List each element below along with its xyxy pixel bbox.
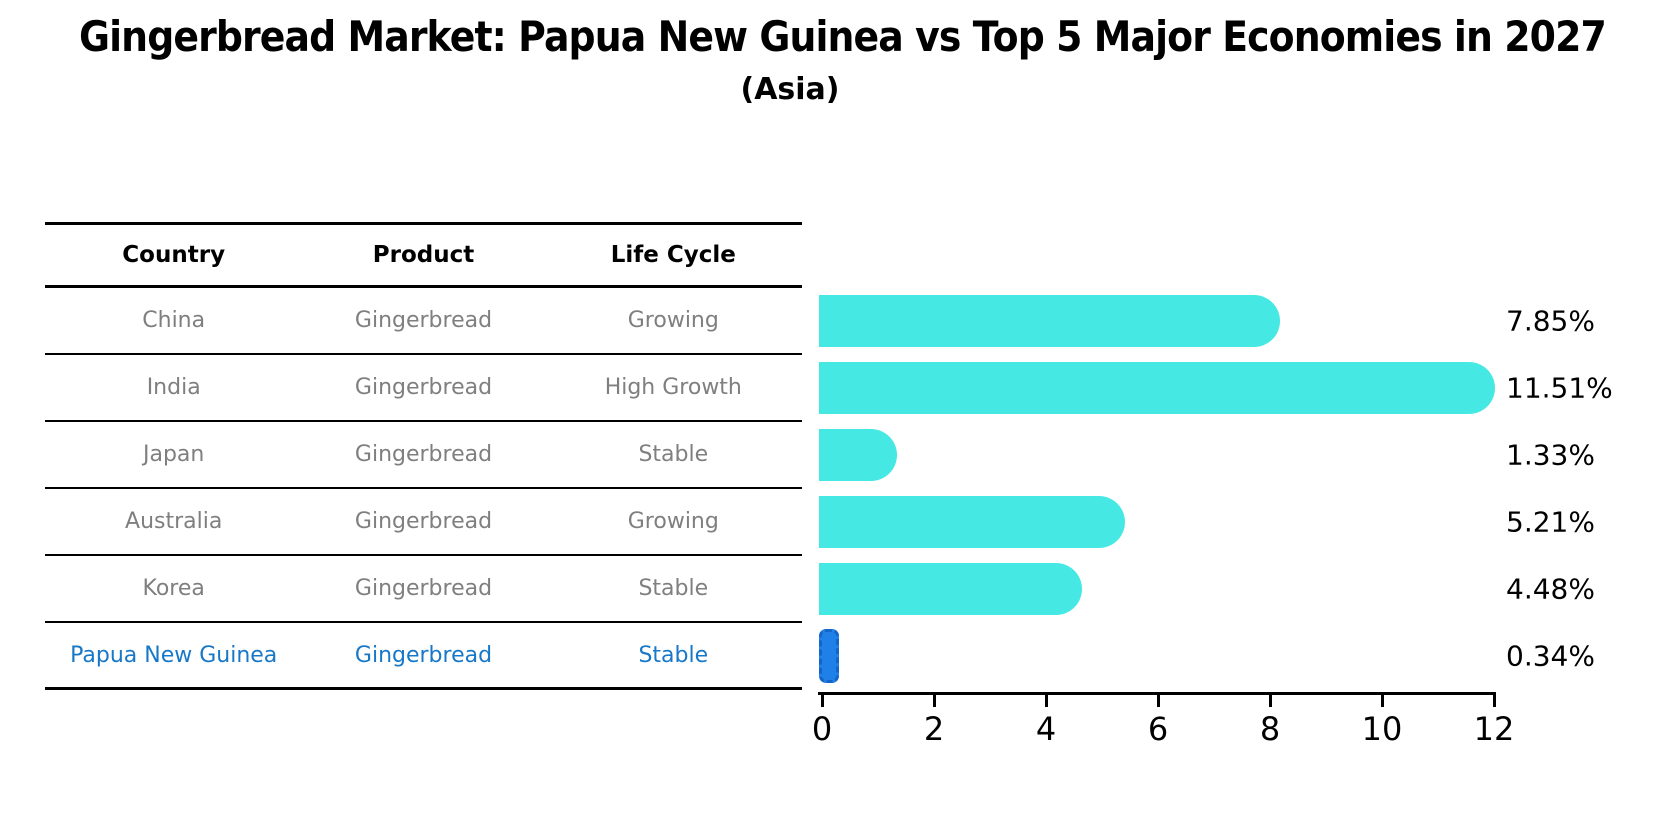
table-cell-life-cycle: Growing	[627, 308, 719, 333]
x-axis-tickmark	[1045, 695, 1048, 707]
table-body: China Gingerbread Growing India Gingerbread H…	[45, 288, 802, 690]
table-cell-product: Gingerbread	[354, 509, 493, 534]
table-row: Australia Gingerbread Growing	[45, 489, 802, 556]
bar-chart-area	[819, 222, 1499, 692]
bar-value-label: 4.48%	[1506, 572, 1595, 605]
x-axis-line	[818, 692, 1496, 695]
table-cell-life-cycle: Stable	[638, 442, 709, 467]
table-header-product: Product	[372, 242, 475, 268]
table-header-life-cycle: Life Cycle	[610, 242, 736, 268]
x-axis-tickmark	[933, 695, 936, 707]
table-cell-life-cycle: Stable	[638, 576, 709, 601]
x-axis-tick-label: 12	[1473, 710, 1515, 748]
x-axis-tick-label: 6	[1147, 710, 1169, 748]
table-cell-product: Gingerbread	[354, 442, 493, 467]
table-cell-product: Gingerbread	[354, 642, 493, 668]
x-axis-tickmark	[1269, 695, 1272, 707]
bar-value-label: 1.33%	[1506, 438, 1595, 471]
bar-papua-new-guinea	[819, 628, 839, 683]
bar-china	[819, 294, 1281, 347]
table-cell-life-cycle: High Growth	[604, 375, 742, 400]
x-axis-ticks	[818, 695, 1496, 709]
table-row: Papua New Guinea Gingerbread Stable	[45, 623, 802, 690]
x-axis-tickmark	[1493, 695, 1496, 707]
x-axis-tick-label: 4	[1035, 710, 1057, 748]
bar-australia	[819, 495, 1125, 548]
table-header-country: Country	[122, 242, 226, 268]
table-cell-life-cycle: Growing	[627, 509, 719, 534]
x-axis-tick-label: 0	[811, 710, 833, 748]
x-axis-tick-label: 8	[1259, 710, 1281, 748]
bar-value-label: 11.51%	[1506, 371, 1613, 404]
table-row: Korea Gingerbread Stable	[45, 556, 802, 623]
x-axis-tick-label: 10	[1361, 710, 1403, 748]
x-axis-tickmark	[821, 695, 824, 707]
table-cell-country: India	[146, 375, 201, 400]
table-cell-product: Gingerbread	[354, 308, 493, 333]
table-cell-country: Japan	[143, 442, 205, 467]
country-table: Country Product Life Cycle China Gingerbr…	[45, 222, 802, 690]
table-cell-country: Papua New Guinea	[70, 642, 278, 668]
bar-value-label: 0.34%	[1506, 639, 1595, 672]
bar-japan	[819, 428, 898, 481]
x-axis-tickmark	[1381, 695, 1384, 707]
table-cell-life-cycle: Stable	[638, 642, 709, 668]
bar-korea	[819, 562, 1083, 615]
bar-india	[819, 361, 1495, 414]
table-cell-country: Australia	[125, 509, 223, 534]
x-axis-tickmark	[1157, 695, 1160, 707]
x-axis-tick-label: 2	[923, 710, 945, 748]
table-cell-country: Korea	[142, 576, 205, 601]
table-row: Japan Gingerbread Stable	[45, 422, 802, 489]
table-cell-product: Gingerbread	[354, 375, 493, 400]
bar-value-label: 5.21%	[1506, 505, 1595, 538]
chart-title: Gingerbread Market: Papua New Guinea vs …	[79, 12, 1607, 61]
table-header-row: Country Product Life Cycle	[45, 222, 802, 288]
bar-value-label: 7.85%	[1506, 304, 1595, 337]
table-row: India Gingerbread High Growth	[45, 355, 802, 422]
table-cell-product: Gingerbread	[354, 576, 493, 601]
chart-subtitle: (Asia)	[740, 72, 840, 107]
table-cell-country: China	[142, 308, 206, 333]
table-row: China Gingerbread Growing	[45, 288, 802, 355]
